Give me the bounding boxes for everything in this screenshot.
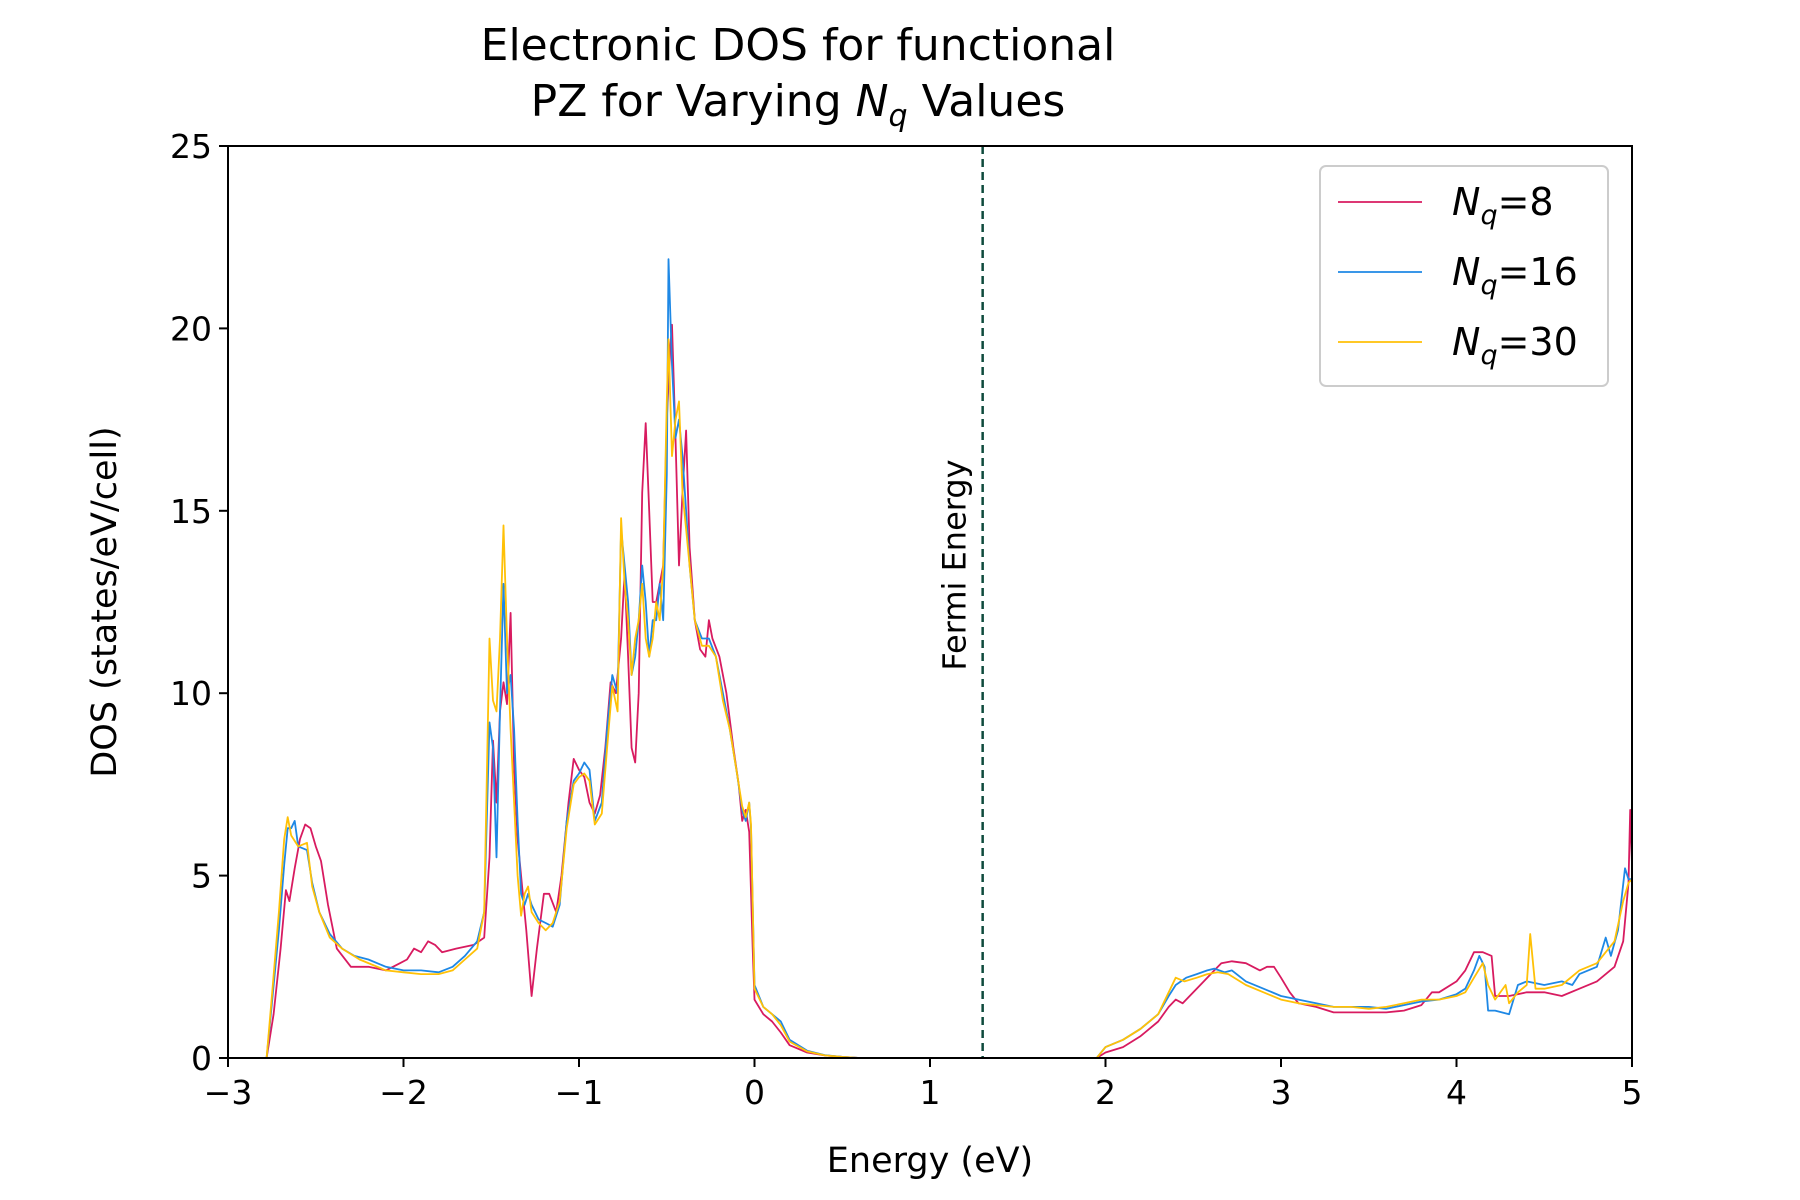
x-tick-label: 2 — [1095, 1073, 1116, 1112]
legend: Nq=8 Nq=16 Nq=30 — [1319, 165, 1609, 387]
y-tick-label: 0 — [191, 1039, 212, 1078]
y-axis-label: DOS (states/eV/cell) — [85, 426, 125, 777]
legend-label-2: Nq=30 — [1452, 320, 1578, 371]
y-tick-label: 25 — [170, 127, 212, 166]
chart-title-line1: Electronic DOS for functional — [481, 20, 1116, 71]
y-tick-label: 20 — [170, 309, 212, 348]
fermi-energy-label: Fermi Energy — [936, 459, 974, 670]
series-line-2 — [265, 338, 1632, 1058]
series-layer — [265, 258, 1632, 1058]
legend-box — [1319, 165, 1609, 387]
x-tick-label: −3 — [204, 1073, 253, 1112]
annotation-layer: Fermi Energy — [936, 146, 984, 1058]
x-tick-label: 1 — [920, 1073, 941, 1112]
x-tick-label: 0 — [744, 1073, 765, 1112]
y-axis: 0 5 10 15 20 25 — [170, 127, 228, 1078]
legend-label-1: Nq=16 — [1452, 250, 1578, 301]
y-tick-label: 10 — [170, 674, 212, 713]
chart-title-subscript: q — [889, 99, 908, 134]
y-tick-label: 15 — [170, 492, 212, 531]
x-axis-label: Energy (eV) — [827, 1141, 1033, 1181]
x-tick-label: −2 — [379, 1073, 428, 1112]
y-tick-label: 5 — [191, 857, 212, 896]
x-axis: −3 −2 −1 0 1 2 3 4 5 — [204, 1058, 1643, 1112]
chart-title-symbol: N — [856, 76, 889, 127]
x-tick-label: −1 — [555, 1073, 604, 1112]
chart-title-line2: PZ for Varying Nq Values — [531, 76, 1066, 134]
chart-title-prefix: PZ for Varying — [531, 76, 856, 127]
x-tick-label: 3 — [1271, 1073, 1292, 1112]
x-tick-label: 4 — [1446, 1073, 1467, 1112]
chart-title-suffix: Values — [908, 76, 1066, 127]
x-tick-label: 5 — [1622, 1073, 1643, 1112]
legend-label-0: Nq=8 — [1452, 180, 1554, 231]
